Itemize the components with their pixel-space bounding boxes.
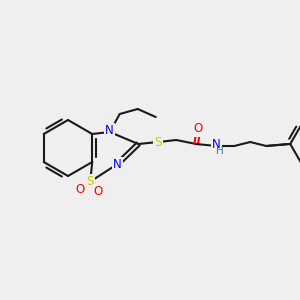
Text: H: H <box>216 146 224 156</box>
Text: N: N <box>212 139 220 152</box>
Text: O: O <box>194 122 203 136</box>
Text: N: N <box>113 158 122 172</box>
Text: S: S <box>87 175 94 188</box>
Text: S: S <box>154 136 162 148</box>
Text: O: O <box>94 185 103 198</box>
Text: N: N <box>105 124 114 137</box>
Text: O: O <box>76 183 85 196</box>
